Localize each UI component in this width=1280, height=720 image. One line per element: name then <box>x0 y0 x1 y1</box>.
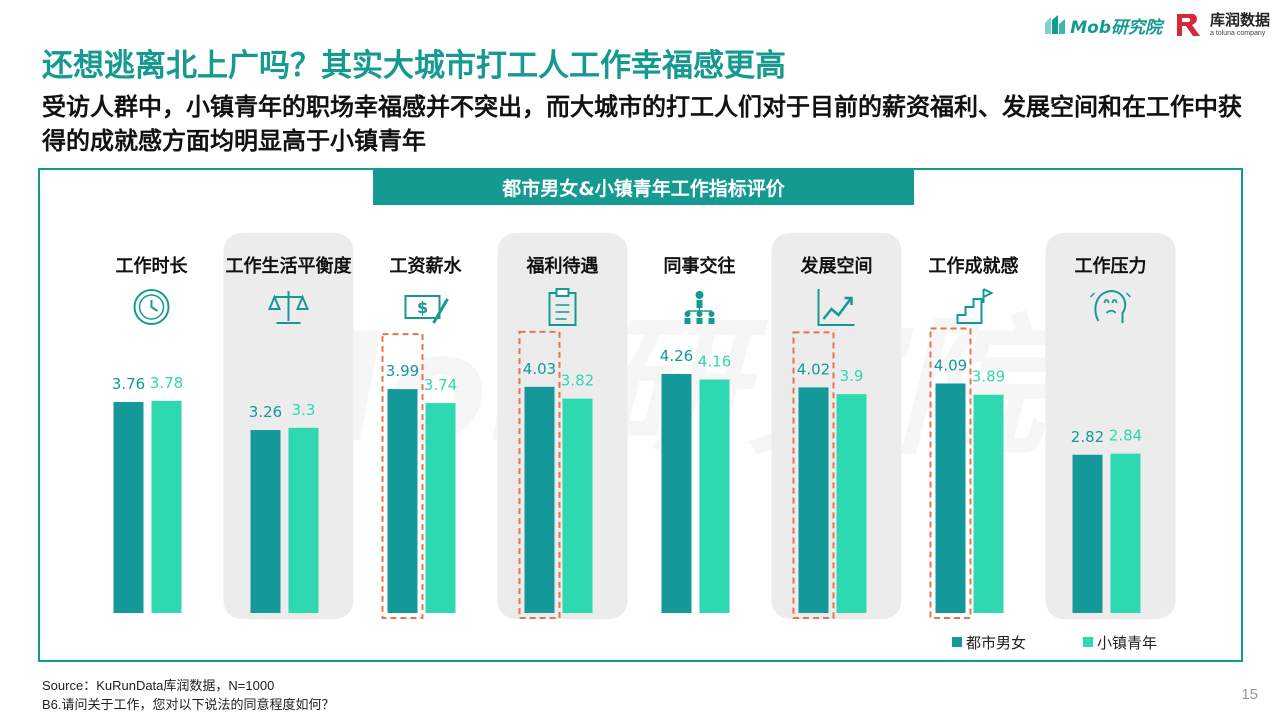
page-title: 还想逃离北上广吗？其实大城市打工人工作幸福感更高 <box>42 48 786 84</box>
bar-city-cat6 <box>798 387 829 613</box>
value-label-town-cat7: 3.89 <box>972 368 1005 386</box>
clock-icon <box>133 289 170 325</box>
mob-logo-text: Mob研究院 <box>1070 17 1162 38</box>
value-label-town-cat3: 3.74 <box>424 376 457 394</box>
legend-label-town: 小镇青年 <box>1097 634 1157 652</box>
bar-town-cat2 <box>288 427 319 613</box>
scale-icon <box>268 291 309 324</box>
value-label-city-cat8: 2.82 <box>1071 428 1104 446</box>
bar-city-cat8 <box>1072 454 1103 613</box>
legend-swatch-city <box>952 637 962 647</box>
clipboard-icon <box>548 288 577 326</box>
page-number: 15 <box>1241 686 1258 703</box>
team-icon <box>684 291 715 324</box>
source-note: Source：KuRunData库润数据，N=1000 <box>42 678 275 693</box>
value-label-city-cat6: 4.02 <box>797 360 830 378</box>
bar-town-cat1 <box>151 400 182 613</box>
category-label-cat4: 福利待遇 <box>526 255 599 277</box>
legend-label-city: 都市男女 <box>966 634 1026 652</box>
kurun-logo: 库润数据 a toluna company <box>1174 12 1270 38</box>
bar-town-cat6 <box>836 394 867 613</box>
bar-city-cat2 <box>250 430 281 613</box>
value-label-town-cat6: 3.9 <box>840 367 864 385</box>
mob-mark-icon <box>1045 15 1066 34</box>
highlight-box-cat3 <box>381 333 424 619</box>
growth-chart-icon <box>817 289 855 326</box>
bar-city-cat4 <box>524 386 555 613</box>
value-label-town-cat5: 4.16 <box>698 353 731 371</box>
page-subtitle: 受访人群中，小镇青年的职场幸福感并不突出，而大城市的打工人们对于目前的薪资福利、… <box>42 93 1242 155</box>
kurun-logo-subtext: a toluna company <box>1209 30 1266 37</box>
kurun-logo-text: 库润数据 <box>1209 11 1270 29</box>
value-label-town-cat2: 3.3 <box>292 401 316 419</box>
value-label-town-cat8: 2.84 <box>1109 427 1142 445</box>
value-label-city-cat1: 3.76 <box>112 375 145 393</box>
value-label-city-cat2: 3.26 <box>249 403 282 421</box>
bar-town-cat7 <box>973 394 1004 613</box>
mob-logo: Mob研究院 <box>1044 13 1162 38</box>
value-label-city-cat5: 4.26 <box>660 347 693 365</box>
header-logos: Mob研究院 库润数据 a toluna company <box>1044 8 1270 42</box>
stress-icon <box>1089 289 1132 323</box>
value-label-town-cat4: 3.82 <box>561 372 594 390</box>
highlight-box-cat4 <box>518 330 561 619</box>
bar-city-cat3 <box>387 389 418 613</box>
kurun-mark-icon <box>1176 13 1200 36</box>
svg-text:$: $ <box>417 298 428 317</box>
achievement-icon <box>956 288 994 324</box>
category-label-cat7: 工作成就感 <box>929 255 1019 277</box>
bar-town-cat8 <box>1110 453 1141 613</box>
category-label-cat6: 发展空间 <box>800 255 873 277</box>
value-label-city-cat3: 3.99 <box>386 362 419 380</box>
bar-city-cat7 <box>935 383 966 613</box>
bar-city-cat1 <box>113 402 144 613</box>
value-label-town-cat1: 3.78 <box>150 374 183 392</box>
category-label-cat1: 工作时长 <box>116 255 189 277</box>
category-label-cat5: 同事交往 <box>664 255 736 277</box>
bar-town-cat3 <box>425 403 456 613</box>
money-icon: $ <box>404 295 449 324</box>
bar-city-cat5 <box>661 373 692 613</box>
category-label-cat3: 工资薪水 <box>390 255 463 277</box>
category-label-cat2: 工作生活平衡度 <box>226 255 353 277</box>
chart-title: 都市男女&小镇青年工作指标评价 <box>373 169 914 205</box>
value-label-city-cat7: 4.09 <box>934 356 967 374</box>
legend-swatch-town <box>1083 637 1093 647</box>
bar-town-cat5 <box>699 379 730 613</box>
bar-town-cat4 <box>562 398 593 613</box>
value-label-city-cat4: 4.03 <box>523 360 556 378</box>
highlight-box-cat6 <box>792 331 835 619</box>
footer-source: Source：KuRunData库润数据，N=1000 B6.请问关于工作，您对… <box>42 676 335 714</box>
highlight-box-cat7 <box>929 327 972 619</box>
category-label-cat8: 工作压力 <box>1075 255 1147 277</box>
question-note: B6.请问关于工作，您对以下说法的同意程度如何？ <box>42 697 335 712</box>
legend: 都市男女 小镇青年 <box>952 634 1157 652</box>
